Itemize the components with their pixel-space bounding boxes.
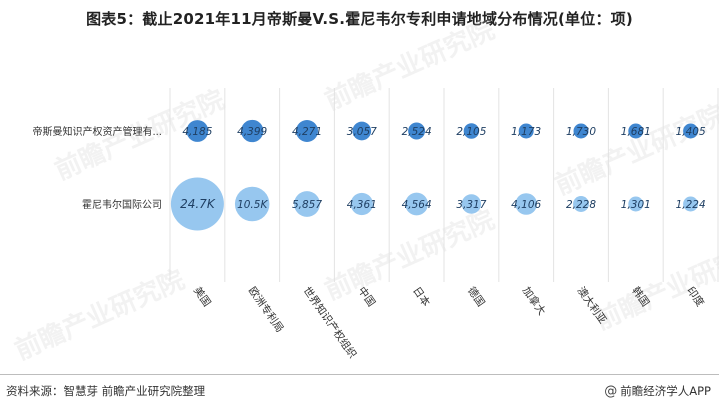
x-tick-label: 加拿大 [520, 284, 549, 318]
bubble [408, 122, 426, 140]
row-labels: 帝斯曼知识产权资产管理有... 霍尼韦尔国际公司 [32, 125, 162, 211]
bubble [515, 193, 538, 215]
x-tick-label: 德国 [465, 284, 488, 309]
watermark-text: 前瞻产业研究院 [550, 99, 719, 201]
bubble [352, 121, 372, 141]
watermark-text: 前瞻产业研究院 [590, 234, 719, 336]
data-label: 1,730 [566, 126, 596, 138]
bubble [683, 123, 699, 139]
data-label: 1,301 [621, 199, 651, 211]
data-label: 1,405 [676, 126, 706, 138]
data-label: 1,681 [621, 126, 651, 138]
brand-credit: @ 前瞻经济学人APP [604, 383, 711, 399]
bubble [463, 123, 480, 139]
bubble [573, 196, 589, 212]
data-label: 4,361 [347, 199, 377, 211]
data-label: 2,228 [566, 199, 596, 211]
bubble [170, 177, 224, 231]
bubble [405, 192, 428, 216]
bubble [295, 119, 319, 143]
data-label: 3,057 [347, 126, 377, 138]
x-tick-label: 欧洲专利局 [246, 284, 287, 334]
bubble [683, 196, 699, 212]
data-label: 24.7K [180, 197, 216, 211]
brand-label: 前瞻经济学人APP [620, 384, 711, 398]
grid-lines [169, 88, 719, 282]
bubble [573, 123, 589, 139]
bubble [350, 192, 373, 216]
x-tick-label: 日本 [410, 284, 433, 309]
bubble [628, 196, 644, 212]
data-label: 4,185 [182, 126, 212, 138]
footer-divider [0, 374, 719, 375]
x-tick-label: 美国 [191, 284, 214, 309]
data-label: 4,271 [292, 126, 322, 138]
bubbles: 4,185 4,399 4,271 3,057 2,524 2,105 1,173 1,730… [170, 119, 706, 231]
data-label: 5,857 [292, 199, 322, 211]
watermark-text: 前瞻产业研究院 [10, 264, 189, 366]
bubble [518, 123, 534, 139]
bubble [294, 191, 320, 217]
data-label: 4,564 [402, 199, 432, 211]
data-label: 2,105 [456, 126, 486, 138]
data-label: 3,317 [456, 199, 486, 211]
bubble [186, 120, 209, 142]
data-label: 10.5K [237, 199, 268, 211]
data-label: 4,399 [237, 126, 267, 138]
data-label: 1,173 [511, 126, 541, 138]
data-label: 2,524 [402, 126, 432, 138]
bubble [628, 123, 644, 139]
row-label: 霍尼韦尔国际公司 [82, 198, 162, 211]
data-label: 1,224 [676, 199, 706, 211]
data-label: 4,106 [511, 199, 541, 211]
bubble [461, 194, 482, 214]
chart-title: 图表5：截止2021年11月帝斯曼V.S.霍尼韦尔专利申请地域分布情况(单位：项… [86, 10, 633, 28]
bubble [241, 119, 264, 143]
at-sign-icon: @ [604, 383, 618, 399]
row-label: 帝斯曼知识产权资产管理有... [32, 125, 162, 138]
bubble [234, 186, 270, 222]
source-note: 资料来源：智慧芽 前瞻产业研究院整理 [6, 384, 206, 398]
watermark-text: 前瞻产业研究院 [320, 14, 499, 116]
